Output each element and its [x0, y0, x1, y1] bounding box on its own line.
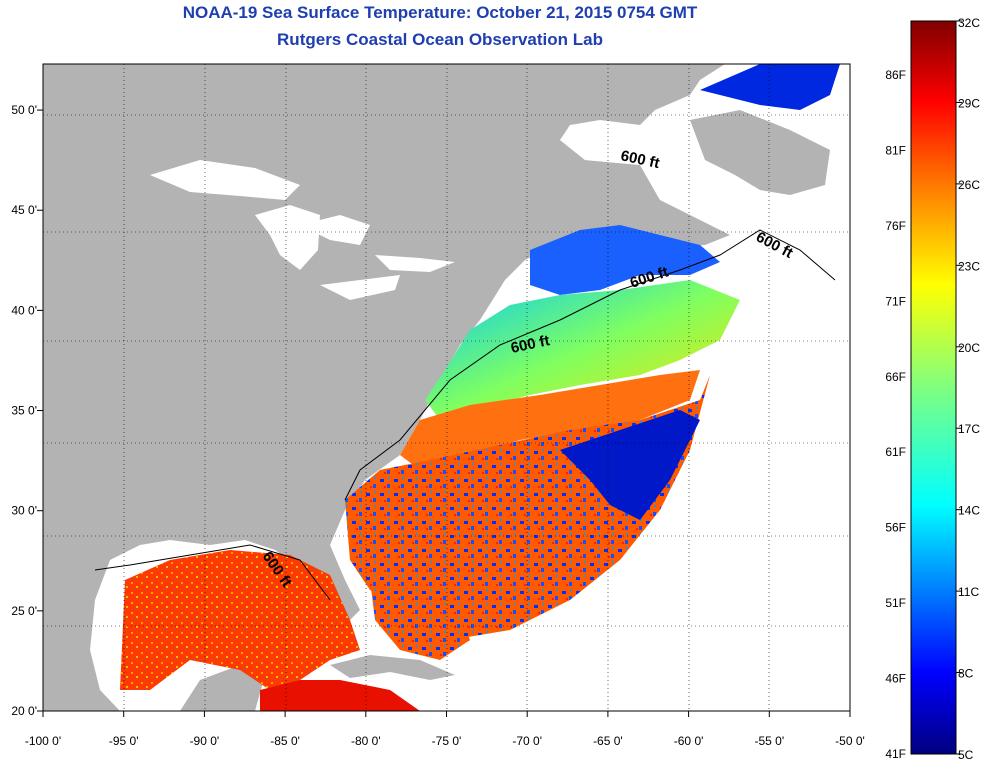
lat-tick-label: 20 0': [11, 704, 37, 718]
sst-bahamas: [370, 580, 470, 660]
colorbar-label-c: 17C: [958, 422, 980, 436]
lat-tick-label: 50 0': [11, 103, 37, 117]
map-title: NOAA-19 Sea Surface Temperature: October…: [182, 3, 698, 22]
lon-tick-label: -60 0': [674, 734, 704, 748]
map-grid: [43, 64, 850, 711]
colorbar-label-f: 86F: [885, 68, 906, 82]
lon-tick-label: -75 0': [432, 734, 462, 748]
longitude-axis: -100 0' -95 0' -90 0' -85 0' -80 0' -75 0' -70…: [25, 711, 865, 748]
lat-tick-label: 35 0': [11, 404, 37, 418]
sst-shelf-water: [425, 280, 740, 420]
colorbar-label-f: 66F: [885, 370, 906, 384]
land-newfoundland: [690, 110, 830, 195]
colorbar-label-c: 11C: [958, 585, 979, 599]
sst-gulf-maine: [530, 225, 720, 295]
colorbar-label-c: 32C: [958, 16, 980, 30]
colorbar-celsius-labels: 32C 29C 26C 23C 20C 17C 14C 11C 8C 5C: [956, 16, 980, 762]
colorbar-label-c: 20C: [958, 341, 980, 355]
colorbar-label-c: 29C: [958, 96, 980, 110]
land-mass-north-america: [43, 64, 730, 711]
sst-cloud-mask: [560, 410, 700, 520]
colorbar-label-f: 76F: [885, 219, 906, 233]
lon-tick-label: -85 0': [270, 734, 300, 748]
isobath-600ft-line: [94, 229, 836, 601]
colorbar-label-c: 14C: [958, 504, 980, 518]
colorbar: [910, 20, 957, 755]
gulf-st-lawrence: [560, 125, 700, 200]
lon-tick-label: -70 0': [512, 734, 542, 748]
lat-tick-label: 30 0': [11, 504, 37, 518]
lon-tick-label: -100 0': [25, 734, 61, 748]
colorbar-label-f: 81F: [885, 143, 906, 157]
colorbar-label-c: 23C: [958, 259, 980, 273]
colorbar-label-f: 56F: [885, 521, 906, 535]
sst-cold-north: [700, 64, 840, 110]
land-cuba: [330, 655, 455, 680]
colorbar-label-f: 71F: [885, 294, 906, 308]
lat-tick-label: 45 0': [11, 203, 37, 217]
lon-tick-label: -50 0': [835, 734, 865, 748]
lon-tick-label: -90 0': [190, 734, 220, 748]
colorbar-label-f: 46F: [885, 672, 906, 686]
lat-tick-label: 40 0': [11, 303, 37, 317]
lon-tick-label: -65 0': [593, 734, 623, 748]
lon-tick-label: -95 0': [109, 734, 139, 748]
sst-caribbean: [260, 680, 420, 711]
colorbar-fahrenheit-labels: 86F 81F 76F 71F 66F 61F 56F 51F 46F 41F: [885, 68, 906, 761]
sst-gulf-of-mexico: [120, 550, 360, 690]
colorbar-label-c: 5C: [958, 748, 974, 762]
colorbar-label-f: 51F: [885, 596, 906, 610]
lat-tick-label: 25 0': [11, 604, 37, 618]
land-yucatan: [180, 665, 265, 711]
sst-gulf-stream: [400, 370, 700, 470]
colorbar-label-c: 26C: [958, 178, 980, 192]
great-lakes: [150, 160, 455, 300]
latitude-axis: 20 0' 25 0' 30 0' 35 0' 40 0' 45 0' 50 0': [11, 103, 43, 718]
colorbar-label-f: 41F: [885, 747, 906, 761]
lon-tick-label: -55 0': [754, 734, 784, 748]
colorbar-label-f: 61F: [885, 445, 906, 459]
lon-tick-label: -80 0': [351, 734, 381, 748]
map-subtitle: Rutgers Coastal Ocean Observation Lab: [277, 30, 603, 49]
colorbar-label-c: 8C: [958, 667, 974, 681]
